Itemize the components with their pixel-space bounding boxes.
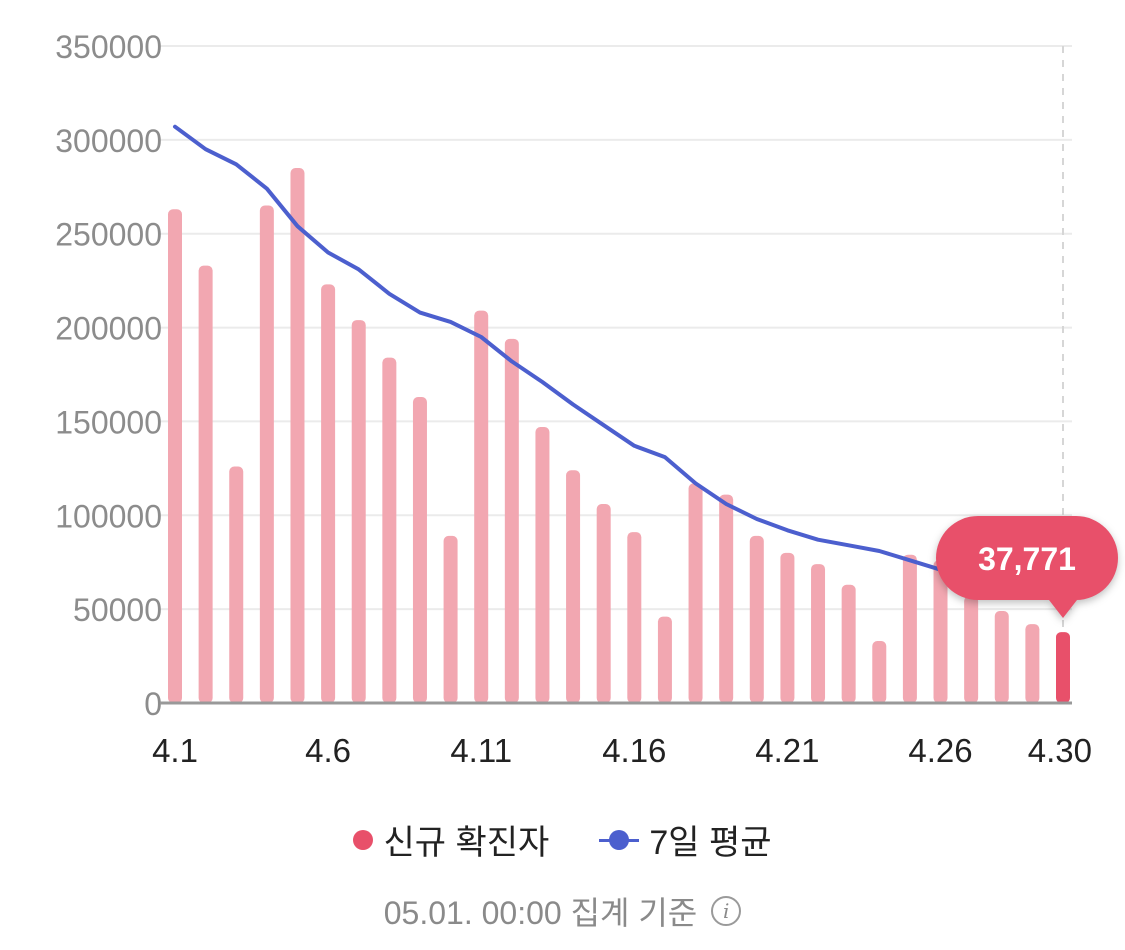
bar[interactable] — [168, 209, 182, 703]
chart-legend: 신규 확진자 7일 평균 — [0, 815, 1125, 864]
bar[interactable] — [749, 535, 764, 703]
bar[interactable] — [382, 357, 397, 703]
footer: 05.01. 00:00 집계 기준 i — [0, 888, 1125, 934]
bar[interactable] — [627, 532, 642, 703]
bar[interactable] — [535, 427, 550, 703]
bar[interactable] — [780, 552, 795, 703]
bar[interactable] — [933, 560, 948, 703]
y-tick-label: 200000 — [55, 311, 162, 347]
bar[interactable] — [229, 466, 244, 703]
legend-item-new-cases[interactable]: 신규 확진자 — [353, 815, 549, 864]
bar[interactable] — [1056, 632, 1070, 703]
bar[interactable] — [504, 338, 519, 703]
chart-container: 0 50000 100000 150000 200000 250000 300000 3500… — [55, 29, 1118, 769]
bar[interactable] — [902, 554, 917, 703]
bar[interactable] — [566, 470, 581, 703]
bar[interactable] — [688, 483, 703, 703]
bar[interactable] — [841, 584, 856, 703]
x-tick-label: 4.21 — [755, 732, 819, 769]
bar[interactable] — [719, 494, 734, 703]
bar[interactable] — [474, 310, 489, 703]
bar[interactable] — [872, 641, 887, 703]
bar[interactable] — [198, 265, 213, 703]
legend-label-new-cases: 신규 확진자 — [383, 824, 550, 862]
bar[interactable] — [290, 168, 305, 703]
x-tick-label: 4.11 — [450, 732, 512, 769]
bar[interactable] — [964, 596, 979, 703]
y-tick-label: 0 — [144, 686, 162, 722]
x-tick-label: 4.30 — [1028, 732, 1092, 769]
legend-label-7day-avg: 7일 평균 — [649, 824, 772, 862]
bar[interactable] — [443, 535, 458, 703]
legend-item-7day-avg[interactable]: 7일 평균 — [599, 815, 772, 864]
footer-timestamp: 05.01. 00:00 집계 기준 — [383, 895, 698, 931]
bar[interactable] — [412, 397, 427, 703]
tooltip-value: 37,771 — [978, 541, 1076, 577]
bar[interactable] — [321, 284, 336, 703]
x-tick-label: 4.1 — [152, 732, 198, 769]
bar[interactable] — [994, 611, 1009, 703]
x-tick-label: 4.16 — [602, 732, 666, 769]
bar[interactable] — [1025, 624, 1040, 703]
bar[interactable] — [657, 616, 672, 703]
x-tick-label: 4.6 — [305, 732, 351, 769]
info-icon[interactable]: i — [711, 896, 742, 926]
y-tick-label: 350000 — [55, 29, 162, 65]
chart-svg: 0 50000 100000 150000 200000 250000 300000 3500… — [55, 29, 1118, 769]
y-tick-label: 50000 — [73, 592, 162, 628]
legend-dot-icon — [353, 829, 374, 850]
bar[interactable] — [596, 504, 611, 703]
tooltip-bubble — [936, 516, 1118, 618]
y-tick-label: 250000 — [55, 217, 162, 253]
y-tick-label: 100000 — [55, 498, 162, 534]
avg-line — [173, 124, 943, 572]
bar[interactable] — [351, 320, 366, 703]
bar[interactable] — [811, 564, 826, 703]
x-tick-label: 4.26 — [908, 732, 972, 769]
y-tick-label: 300000 — [55, 123, 162, 159]
legend-line-icon — [599, 829, 640, 850]
bar[interactable] — [259, 205, 274, 704]
y-tick-label: 150000 — [55, 404, 162, 440]
